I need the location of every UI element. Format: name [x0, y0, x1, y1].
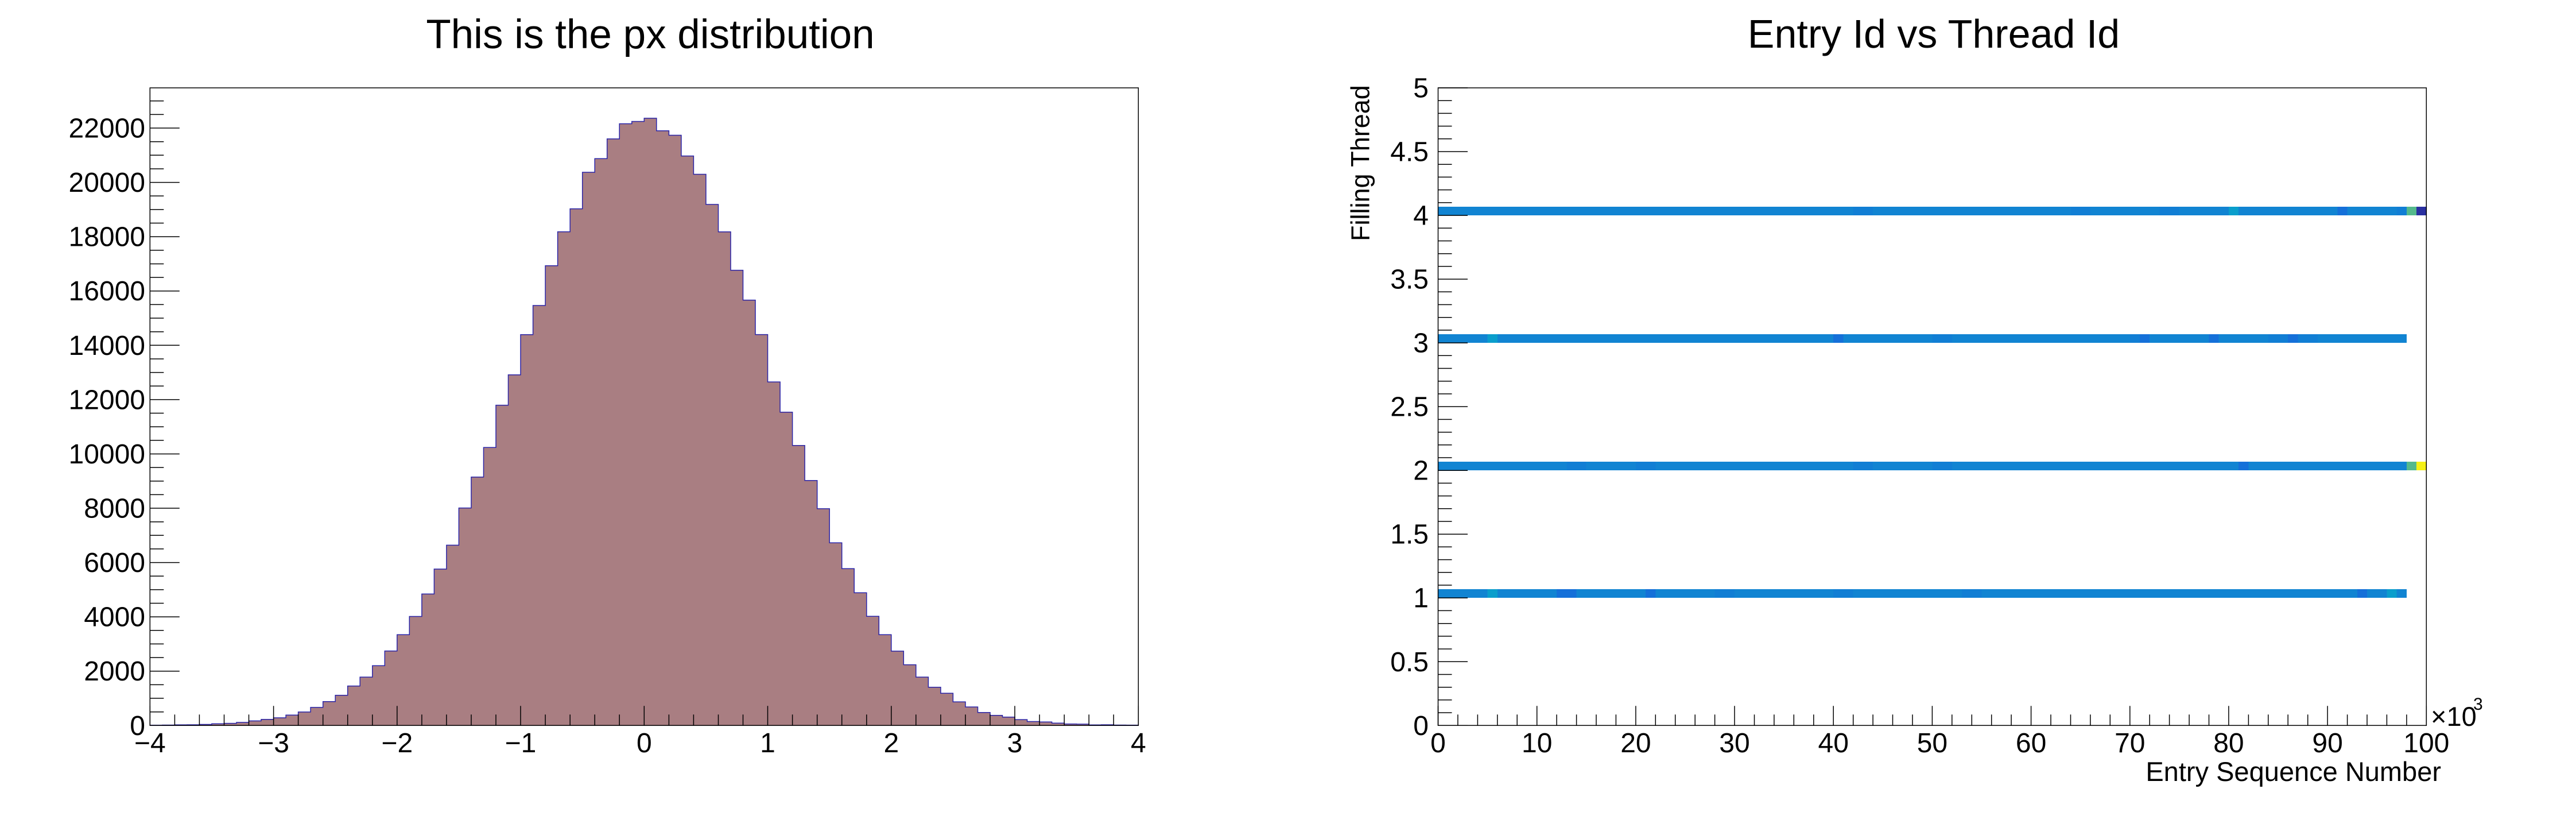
svg-text:3: 3 — [1007, 728, 1023, 759]
svg-text:2.5: 2.5 — [1390, 392, 1429, 423]
svg-text:6000: 6000 — [84, 548, 145, 578]
svg-text:4: 4 — [1413, 201, 1429, 231]
svg-text:50: 50 — [1917, 728, 1947, 759]
svg-text:−3: −3 — [258, 728, 289, 759]
svg-text:0: 0 — [1430, 728, 1446, 759]
svg-text:60: 60 — [2016, 728, 2046, 759]
svg-text:Entry Id vs Thread Id: Entry Id vs Thread Id — [1748, 11, 2120, 56]
svg-text:1: 1 — [760, 728, 775, 759]
svg-text:5: 5 — [1413, 74, 1429, 104]
svg-text:1.5: 1.5 — [1390, 520, 1429, 550]
svg-text:2: 2 — [1413, 456, 1429, 486]
svg-text:0: 0 — [130, 711, 145, 741]
svg-text:30: 30 — [1719, 728, 1749, 759]
svg-text:10000: 10000 — [69, 439, 145, 470]
svg-text:This is the px distribution: This is the px distribution — [426, 12, 874, 57]
svg-text:2: 2 — [883, 728, 899, 759]
svg-text:100: 100 — [2403, 728, 2449, 759]
svg-text:−4: −4 — [134, 728, 166, 759]
svg-text:Filling Thread: Filling Thread — [1346, 85, 1375, 241]
svg-text:16000: 16000 — [69, 276, 145, 307]
svg-text:1: 1 — [1413, 583, 1429, 614]
svg-text:22000: 22000 — [69, 114, 145, 144]
svg-text:90: 90 — [2312, 728, 2342, 759]
svg-text:8000: 8000 — [84, 494, 145, 524]
svg-text:4: 4 — [1131, 728, 1146, 759]
svg-text:Entry Sequence Number: Entry Sequence Number — [2146, 756, 2441, 787]
svg-text:3: 3 — [2473, 695, 2483, 714]
svg-text:40: 40 — [1818, 728, 1849, 759]
svg-text:4.5: 4.5 — [1390, 137, 1429, 168]
svg-text:70: 70 — [2115, 728, 2145, 759]
svg-text:12000: 12000 — [69, 385, 145, 415]
svg-text:2000: 2000 — [84, 656, 145, 687]
svg-text:80: 80 — [2213, 728, 2244, 759]
svg-text:3: 3 — [1413, 328, 1429, 359]
svg-text:14000: 14000 — [69, 331, 145, 361]
svg-text:4000: 4000 — [84, 602, 145, 633]
svg-text:0: 0 — [1413, 711, 1429, 741]
svg-text:20000: 20000 — [69, 168, 145, 198]
svg-text:3.5: 3.5 — [1390, 265, 1429, 295]
svg-text:18000: 18000 — [69, 222, 145, 253]
svg-text:−1: −1 — [505, 728, 537, 759]
svg-text:−2: −2 — [381, 728, 413, 759]
svg-text:0: 0 — [637, 728, 652, 759]
svg-text:10: 10 — [1522, 728, 1552, 759]
svg-text:20: 20 — [1620, 728, 1651, 759]
svg-text:0.5: 0.5 — [1390, 647, 1429, 678]
svg-text:×10: ×10 — [2431, 701, 2477, 732]
